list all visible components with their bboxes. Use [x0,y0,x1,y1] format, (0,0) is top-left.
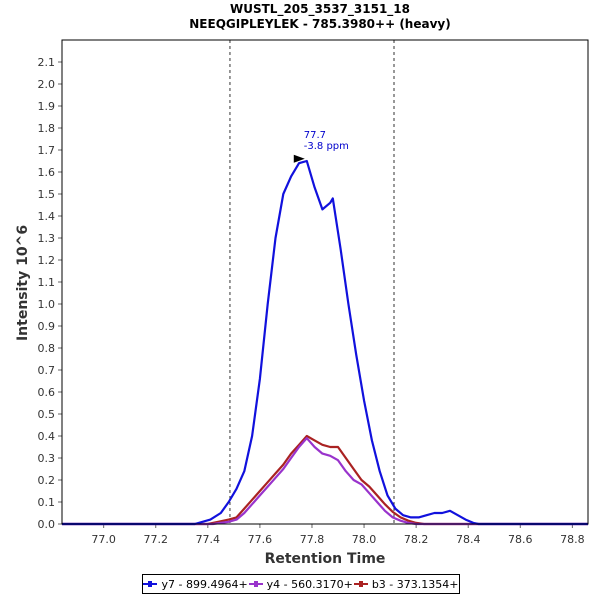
y-tick-label: 0.8 [38,342,56,355]
y-tick-label: 0.9 [38,320,56,333]
y-tick-label: 0.4 [38,430,56,443]
x-tick-label: 78.6 [508,533,533,546]
plot-frame [61,39,589,525]
series-line-1 [62,437,588,526]
x-tick-label: 77.6 [248,533,273,546]
y-tick-label: 1.6 [38,166,56,179]
y-tick-label: 0.3 [38,452,56,465]
y-tick-label: 0.2 [38,474,56,487]
peak-annotation-rt: 77.7 [304,130,326,141]
y-tick-label: 0.1 [38,496,56,509]
y-tick-label: 0.5 [38,408,56,421]
x-tick-label: 77.2 [143,533,168,546]
y-tick-label: 2.0 [38,78,56,91]
legend-label-y4: y4 - 560.3170+ [266,577,353,591]
y-tick-label: 1.0 [38,298,56,311]
y-tick-label: 1.3 [38,232,56,245]
y-tick-label: 1.7 [38,144,56,157]
x-tick-label: 78.8 [560,533,585,546]
peak-annotation-ppm: -3.8 ppm [304,141,349,152]
x-tick-label: 78.4 [456,533,481,546]
chart-title: WUSTL_205_3537_3151_18 [230,2,410,17]
legend-label-y7: y7 - 899.4964+ [161,577,248,591]
x-tick-label: 77.4 [196,533,221,546]
legend-item-y7: y7 - 899.4964+ [143,577,248,591]
y-tick-label: 0.0 [38,518,56,531]
y-axis-label: Intensity 10^6 [15,225,31,341]
y-tick-label: 0.6 [38,386,56,399]
y-tick-label: 1.8 [38,122,56,135]
y-tick-label: 1.1 [38,276,56,289]
y-tick-label: 1.4 [38,210,56,223]
y-tick-label: 1.5 [38,188,56,201]
x-tick-label: 78.0 [352,533,377,546]
plot-border [61,39,589,525]
y-tick-label: 1.2 [38,254,56,267]
legend-swatch-y4 [248,581,263,587]
legend-swatch-b3 [353,581,368,587]
x-tick-label: 77.8 [300,533,325,546]
legend: y7 - 899.4964+ y4 - 560.3170+ b3 - 373.1… [142,574,460,594]
x-tick-label: 77.0 [91,533,116,546]
legend-swatch-y7 [143,581,158,587]
plot-area: 0.0 0.1 0.2 0.3 0.4 0.5 0.6 0.7 0.8 0.9 1.0 1.1 1.2 1… [38,39,589,546]
legend-label-b3: b3 - 373.1354+ [371,577,459,591]
x-axis-label: Retention Time [265,551,386,567]
legend-item-b3: b3 - 373.1354+ [353,577,459,591]
y-tick-label: 2.1 [38,56,56,69]
series-line-0 [62,159,588,526]
peak-marker-arrow [293,154,305,163]
series-line-2 [62,434,588,526]
y-tick-label: 1.9 [38,100,56,113]
x-tick-label: 78.2 [404,533,429,546]
y-tick-label: 0.7 [38,364,56,377]
legend-item-y4: y4 - 560.3170+ [248,577,353,591]
chart-subtitle: NEEQGIPLEYLEK - 785.3980++ (heavy) [189,17,450,31]
